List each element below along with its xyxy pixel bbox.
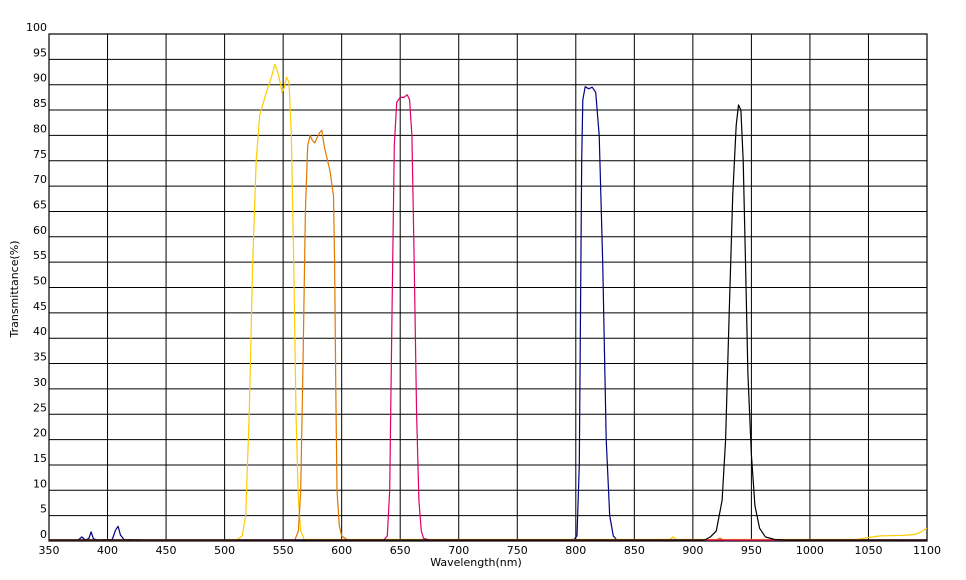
- y-tick-label: 25: [33, 401, 47, 414]
- y-axis-label: Transmittance(%): [8, 240, 21, 338]
- y-tick-label: 20: [33, 427, 47, 440]
- x-tick-label: 900: [682, 544, 703, 557]
- x-tick-label: 350: [39, 544, 60, 557]
- x-tick-label: 1050: [854, 544, 882, 557]
- y-tick-label: 75: [33, 148, 47, 161]
- x-axis-label: Wavelength(nm): [430, 556, 522, 569]
- y-tick-label: 65: [33, 198, 47, 211]
- y-tick-label: 35: [33, 351, 47, 364]
- y-tick-label: 15: [33, 452, 47, 465]
- y-tick-labels: 0 5 10 15 20 25 30 35 40 45 50 55 60 65 70 75 80 85 90 95 10…: [26, 21, 47, 541]
- series-line: [49, 63, 928, 541]
- y-tick-label: 30: [33, 376, 47, 389]
- x-tick-label: 550: [273, 544, 294, 557]
- x-tick-label: 600: [331, 544, 352, 557]
- y-tick-label: 10: [33, 477, 47, 490]
- grid: [48, 33, 928, 542]
- series-line: [49, 86, 927, 541]
- y-tick-label: 5: [40, 503, 47, 516]
- y-tick-label: 55: [33, 249, 47, 262]
- y-tick-label: 80: [33, 122, 47, 135]
- y-tick-label: 45: [33, 300, 47, 313]
- x-tick-label: 500: [214, 544, 235, 557]
- y-tick-label: 95: [33, 46, 47, 59]
- x-tick-labels: 350 400 450 500 550 600 650 700 750 800 850 900 950 1…: [39, 544, 942, 557]
- y-tick-label: 0: [40, 528, 47, 541]
- y-tick-label: 100: [26, 21, 47, 34]
- x-tick-label: 450: [156, 544, 177, 557]
- x-tick-label: 750: [507, 544, 528, 557]
- x-tick-label: 700: [448, 544, 469, 557]
- series-line: [49, 104, 927, 541]
- x-tick-label: 850: [624, 544, 645, 557]
- x-tick-label: 800: [565, 544, 586, 557]
- y-tick-label: 40: [33, 325, 47, 338]
- x-tick-label: 400: [97, 544, 118, 557]
- y-tick-label: 60: [33, 224, 47, 237]
- series-line: [49, 129, 927, 541]
- series-lines: [49, 63, 928, 541]
- plot-frame: [48, 33, 928, 542]
- y-tick-label: 85: [33, 97, 47, 110]
- y-tick-label: 90: [33, 72, 47, 85]
- x-tick-label: 1000: [796, 544, 824, 557]
- x-tick-label: 650: [390, 544, 411, 557]
- series-line: [49, 94, 927, 541]
- x-tick-label: 1100: [913, 544, 941, 557]
- y-tick-label: 50: [33, 275, 47, 288]
- y-tick-label: 70: [33, 173, 47, 186]
- x-tick-label: 950: [741, 544, 762, 557]
